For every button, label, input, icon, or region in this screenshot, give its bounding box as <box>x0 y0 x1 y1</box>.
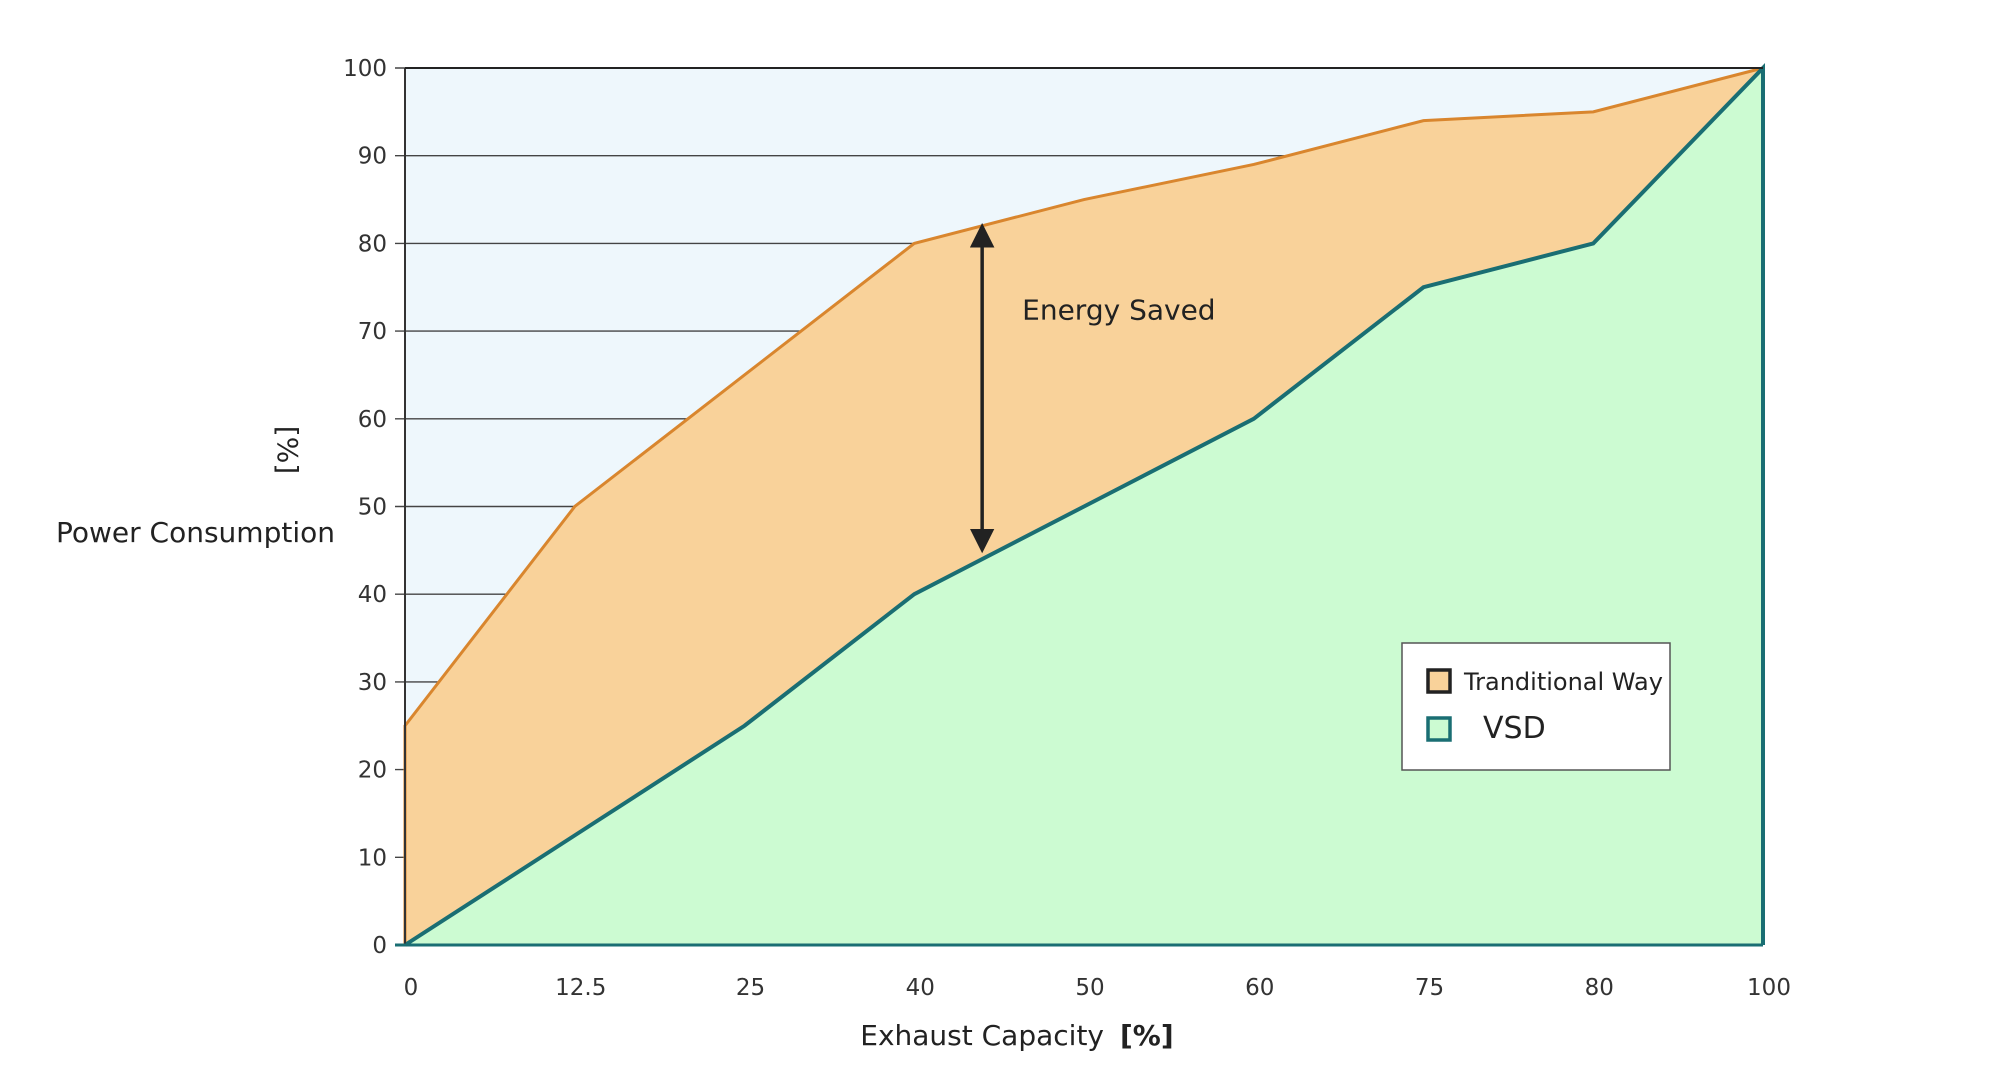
x-tick-label: 50 <box>1075 975 1104 1001</box>
y-tick-label: 20 <box>358 758 387 784</box>
y-tick-labels: 0 10 20 30 40 50 60 70 80 90 100 <box>343 56 387 959</box>
y-axis-unit: [%] <box>271 426 304 474</box>
legend-swatch-traditional-way <box>1426 668 1452 694</box>
y-tick-label: 10 <box>358 845 387 871</box>
y-tick-label: 50 <box>358 495 387 521</box>
line-vsd <box>403 63 1765 947</box>
y-axis-title: Power Consumption <box>56 516 335 549</box>
y-tick-label: 60 <box>358 407 387 433</box>
legend-box <box>1401 642 1671 771</box>
y-tick-label: 0 <box>372 933 387 959</box>
x-tick-label: 60 <box>1245 975 1274 1001</box>
y-tick-label: 40 <box>358 582 387 608</box>
x-axis-unit: [%] <box>1120 1019 1174 1052</box>
legend-label-vsd: VSD <box>1483 711 1546 746</box>
x-tick-label: 0 <box>404 975 419 1001</box>
x-tick-label: 40 <box>906 975 935 1001</box>
y-tick-label: 70 <box>358 319 387 345</box>
line-traditional-way <box>403 66 1764 945</box>
legend-swatch-vsd <box>1426 716 1452 742</box>
energy-saved-label: Energy Saved <box>1022 294 1215 327</box>
y-tick-label: 30 <box>358 670 387 696</box>
axes <box>395 67 1763 947</box>
y-tick-label: 90 <box>358 144 387 170</box>
x-tick-labels: 0 12.5 25 40 50 60 75 80 100 <box>404 975 1791 1001</box>
x-tick-label: 80 <box>1585 975 1614 1001</box>
x-tick-label: 75 <box>1415 975 1444 1001</box>
x-axis-title: Exhaust Capacity <box>860 1019 1104 1052</box>
y-tick-label: 100 <box>343 56 387 82</box>
x-tick-label: 100 <box>1747 975 1791 1001</box>
y-tick-label: 80 <box>358 231 387 257</box>
legend-label-traditional-way: Tranditional Way <box>1463 668 1663 696</box>
x-tick-label: 25 <box>736 975 765 1001</box>
x-tick-label: 12.5 <box>555 975 606 1001</box>
legend: Tranditional Way VSD <box>1401 642 1671 771</box>
